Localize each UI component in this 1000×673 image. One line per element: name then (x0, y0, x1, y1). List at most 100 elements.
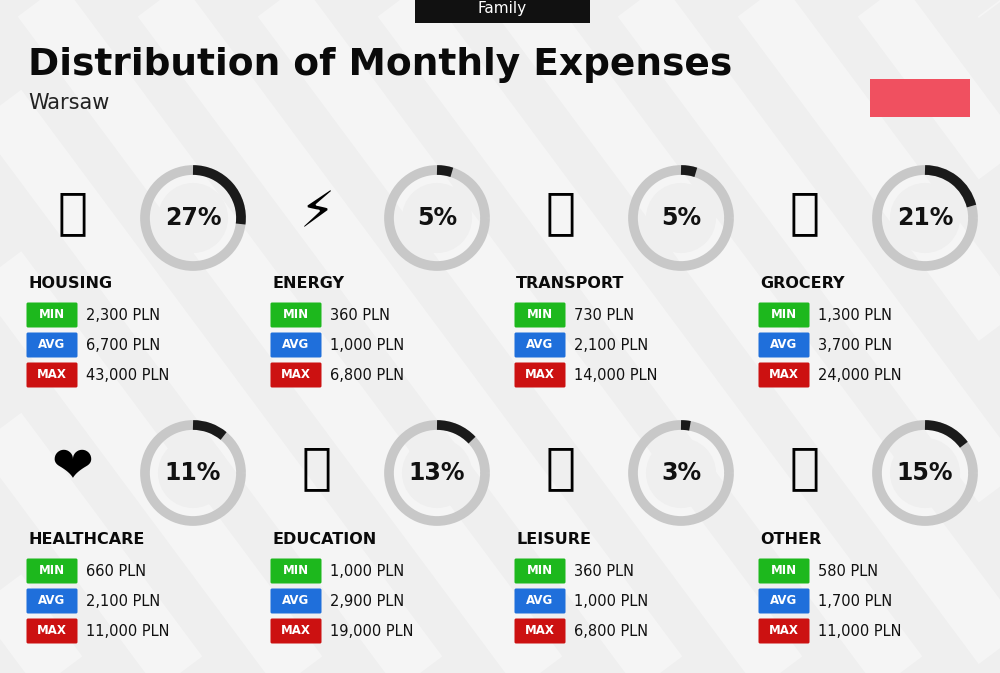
Text: 19,000 PLN: 19,000 PLN (330, 623, 414, 639)
Text: MAX: MAX (525, 369, 555, 382)
Text: 730 PLN: 730 PLN (574, 308, 634, 322)
Text: 11,000 PLN: 11,000 PLN (86, 623, 170, 639)
Circle shape (646, 438, 716, 508)
Text: 360 PLN: 360 PLN (574, 563, 634, 579)
FancyBboxPatch shape (270, 559, 322, 583)
Text: MAX: MAX (281, 625, 311, 637)
FancyBboxPatch shape (270, 302, 322, 328)
Text: LEISURE: LEISURE (516, 532, 591, 548)
Text: 21%: 21% (897, 206, 953, 230)
Text: 660 PLN: 660 PLN (86, 563, 146, 579)
Text: Family: Family (478, 1, 527, 17)
FancyBboxPatch shape (514, 363, 566, 388)
Text: 15%: 15% (897, 461, 953, 485)
Text: AVG: AVG (770, 339, 798, 351)
Text: 580 PLN: 580 PLN (818, 563, 878, 579)
Text: HOUSING: HOUSING (28, 275, 112, 291)
Text: 1,000 PLN: 1,000 PLN (330, 337, 404, 353)
FancyBboxPatch shape (26, 332, 78, 357)
Circle shape (402, 183, 472, 253)
Circle shape (158, 183, 228, 253)
Text: AVG: AVG (282, 339, 310, 351)
Text: 11%: 11% (165, 461, 221, 485)
FancyBboxPatch shape (270, 363, 322, 388)
FancyBboxPatch shape (26, 588, 78, 614)
Text: 2,900 PLN: 2,900 PLN (330, 594, 404, 608)
Text: Warsaw: Warsaw (28, 93, 109, 113)
Text: MAX: MAX (769, 369, 799, 382)
Text: MIN: MIN (39, 565, 65, 577)
Text: AVG: AVG (526, 594, 554, 608)
Text: MIN: MIN (39, 308, 65, 322)
Text: GROCERY: GROCERY (760, 275, 844, 291)
Text: MAX: MAX (525, 625, 555, 637)
Text: 2,300 PLN: 2,300 PLN (86, 308, 160, 322)
Text: MIN: MIN (771, 308, 797, 322)
Text: 5%: 5% (661, 206, 701, 230)
FancyBboxPatch shape (759, 363, 810, 388)
Text: 🛍️: 🛍️ (546, 444, 576, 492)
Text: 14,000 PLN: 14,000 PLN (574, 367, 658, 382)
Text: 24,000 PLN: 24,000 PLN (818, 367, 902, 382)
FancyBboxPatch shape (759, 332, 810, 357)
Text: MIN: MIN (527, 565, 553, 577)
Text: ❤️: ❤️ (52, 444, 94, 492)
Text: 1,300 PLN: 1,300 PLN (818, 308, 892, 322)
FancyBboxPatch shape (514, 332, 566, 357)
Text: 6,800 PLN: 6,800 PLN (330, 367, 404, 382)
FancyBboxPatch shape (759, 618, 810, 643)
Circle shape (158, 438, 228, 508)
Text: TRANSPORT: TRANSPORT (516, 275, 624, 291)
Circle shape (402, 438, 472, 508)
Text: Distribution of Monthly Expenses: Distribution of Monthly Expenses (28, 47, 732, 83)
Text: MAX: MAX (769, 625, 799, 637)
Text: MIN: MIN (283, 308, 309, 322)
Text: AVG: AVG (282, 594, 310, 608)
Text: 43,000 PLN: 43,000 PLN (86, 367, 169, 382)
Text: MAX: MAX (281, 369, 311, 382)
Text: 6,800 PLN: 6,800 PLN (574, 623, 648, 639)
Text: EDUCATION: EDUCATION (272, 532, 376, 548)
Text: 2,100 PLN: 2,100 PLN (86, 594, 160, 608)
FancyBboxPatch shape (759, 302, 810, 328)
Text: ⚡: ⚡ (299, 189, 335, 237)
FancyBboxPatch shape (514, 559, 566, 583)
Text: AVG: AVG (770, 594, 798, 608)
FancyBboxPatch shape (514, 302, 566, 328)
Text: MIN: MIN (283, 565, 309, 577)
FancyBboxPatch shape (514, 618, 566, 643)
Text: AVG: AVG (38, 594, 66, 608)
Text: 1,700 PLN: 1,700 PLN (818, 594, 892, 608)
Text: ENERGY: ENERGY (272, 275, 344, 291)
Text: 1,000 PLN: 1,000 PLN (330, 563, 404, 579)
FancyBboxPatch shape (26, 559, 78, 583)
Circle shape (890, 438, 960, 508)
Text: 360 PLN: 360 PLN (330, 308, 390, 322)
Text: HEALTHCARE: HEALTHCARE (28, 532, 144, 548)
Text: 🏙: 🏙 (58, 189, 88, 237)
FancyBboxPatch shape (759, 588, 810, 614)
Text: 11,000 PLN: 11,000 PLN (818, 623, 902, 639)
Circle shape (890, 183, 960, 253)
Text: 5%: 5% (417, 206, 457, 230)
FancyBboxPatch shape (26, 302, 78, 328)
Text: 3%: 3% (661, 461, 701, 485)
FancyBboxPatch shape (26, 363, 78, 388)
Text: OTHER: OTHER (760, 532, 821, 548)
FancyBboxPatch shape (514, 588, 566, 614)
Text: AVG: AVG (526, 339, 554, 351)
Text: 2,100 PLN: 2,100 PLN (574, 337, 648, 353)
Text: MIN: MIN (527, 308, 553, 322)
FancyBboxPatch shape (270, 618, 322, 643)
Text: MAX: MAX (37, 369, 67, 382)
FancyBboxPatch shape (759, 559, 810, 583)
Text: 6,700 PLN: 6,700 PLN (86, 337, 160, 353)
Text: MAX: MAX (37, 625, 67, 637)
FancyBboxPatch shape (270, 588, 322, 614)
Text: 🎓: 🎓 (302, 444, 332, 492)
Text: 🚌: 🚌 (546, 189, 576, 237)
Text: 👝: 👝 (790, 444, 820, 492)
FancyBboxPatch shape (270, 332, 322, 357)
Text: AVG: AVG (38, 339, 66, 351)
Text: 27%: 27% (165, 206, 221, 230)
